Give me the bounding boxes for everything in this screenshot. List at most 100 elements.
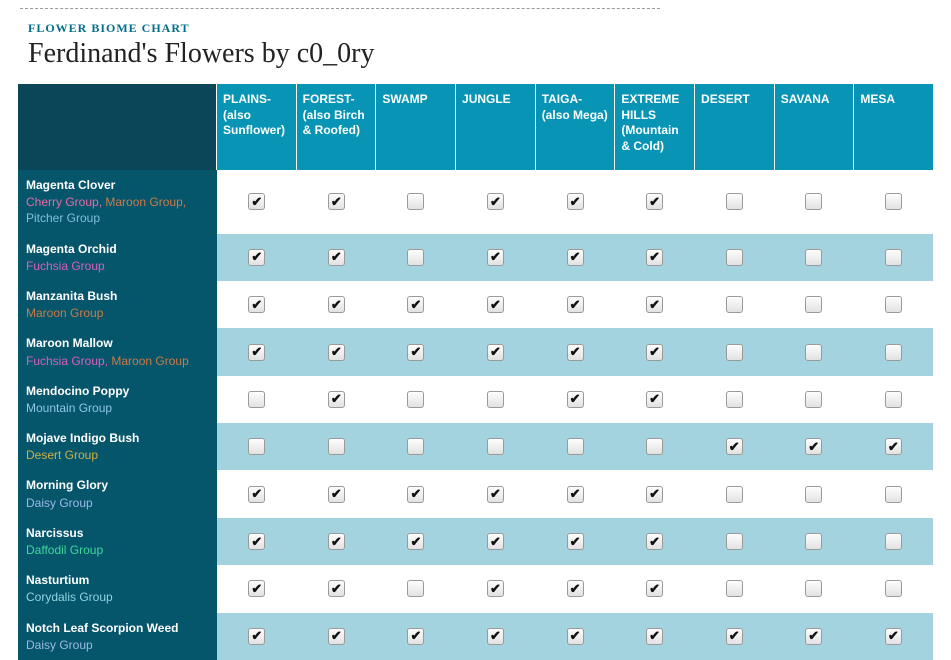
- checkbox-unchecked-icon[interactable]: [726, 533, 743, 550]
- checkbox-checked-icon[interactable]: ✔: [726, 438, 743, 455]
- checkbox-checked-icon[interactable]: ✔: [646, 296, 663, 313]
- checkbox-checked-icon[interactable]: ✔: [248, 533, 265, 550]
- checkbox-unchecked-icon[interactable]: [407, 438, 424, 455]
- checkbox-checked-icon[interactable]: ✔: [248, 249, 265, 266]
- checkbox-checked-icon[interactable]: ✔: [248, 344, 265, 361]
- checkbox-checked-icon[interactable]: ✔: [328, 533, 345, 550]
- checkbox-checked-icon[interactable]: ✔: [885, 628, 902, 645]
- checkbox-unchecked-icon[interactable]: [726, 344, 743, 361]
- checkbox-checked-icon[interactable]: ✔: [487, 344, 504, 361]
- checkbox-checked-icon[interactable]: ✔: [248, 628, 265, 645]
- checkbox-unchecked-icon[interactable]: [407, 391, 424, 408]
- checkbox-unchecked-icon[interactable]: [885, 296, 902, 313]
- checkbox-checked-icon[interactable]: ✔: [567, 486, 584, 503]
- checkbox-checked-icon[interactable]: ✔: [646, 193, 663, 210]
- checkbox-checked-icon[interactable]: ✔: [646, 391, 663, 408]
- checkbox-checked-icon[interactable]: ✔: [567, 580, 584, 597]
- checkbox-checked-icon[interactable]: ✔: [567, 296, 584, 313]
- checkbox-checked-icon[interactable]: ✔: [567, 533, 584, 550]
- flower-name: Maroon Mallow: [26, 335, 209, 351]
- checkbox-checked-icon[interactable]: ✔: [885, 438, 902, 455]
- checkbox-unchecked-icon[interactable]: [805, 296, 822, 313]
- checkbox-checked-icon[interactable]: ✔: [487, 580, 504, 597]
- checkbox-checked-icon[interactable]: ✔: [328, 391, 345, 408]
- cell: ✔: [297, 376, 377, 423]
- checkbox-checked-icon[interactable]: ✔: [328, 628, 345, 645]
- flower-name: Mojave Indigo Bush: [26, 430, 209, 446]
- checkbox-checked-icon[interactable]: ✔: [567, 628, 584, 645]
- checkbox-checked-icon[interactable]: ✔: [407, 486, 424, 503]
- checkbox-unchecked-icon[interactable]: [726, 391, 743, 408]
- checkbox-checked-icon[interactable]: ✔: [487, 486, 504, 503]
- checkbox-unchecked-icon[interactable]: [248, 391, 265, 408]
- checkbox-checked-icon[interactable]: ✔: [567, 344, 584, 361]
- checkbox-checked-icon[interactable]: ✔: [646, 344, 663, 361]
- checkbox-checked-icon[interactable]: ✔: [328, 296, 345, 313]
- checkbox-unchecked-icon[interactable]: [407, 580, 424, 597]
- checkbox-checked-icon[interactable]: ✔: [328, 193, 345, 210]
- checkbox-checked-icon[interactable]: ✔: [487, 533, 504, 550]
- checkbox-checked-icon[interactable]: ✔: [567, 391, 584, 408]
- checkbox-unchecked-icon[interactable]: [248, 438, 265, 455]
- checkbox-checked-icon[interactable]: ✔: [487, 296, 504, 313]
- checkbox-checked-icon[interactable]: ✔: [726, 628, 743, 645]
- checkbox-checked-icon[interactable]: ✔: [805, 628, 822, 645]
- checkbox-checked-icon[interactable]: ✔: [328, 249, 345, 266]
- checkbox-unchecked-icon[interactable]: [726, 249, 743, 266]
- checkbox-checked-icon[interactable]: ✔: [248, 296, 265, 313]
- checkbox-checked-icon[interactable]: ✔: [487, 249, 504, 266]
- checkbox-unchecked-icon[interactable]: [885, 533, 902, 550]
- checkbox-unchecked-icon[interactable]: [885, 249, 902, 266]
- checkbox-unchecked-icon[interactable]: [726, 193, 743, 210]
- checkbox-checked-icon[interactable]: ✔: [646, 580, 663, 597]
- checkbox-unchecked-icon[interactable]: [885, 193, 902, 210]
- checkbox-unchecked-icon[interactable]: [726, 580, 743, 597]
- checkbox-checked-icon[interactable]: ✔: [805, 438, 822, 455]
- checkbox-unchecked-icon[interactable]: [567, 438, 584, 455]
- checkbox-unchecked-icon[interactable]: [407, 249, 424, 266]
- checkbox-unchecked-icon[interactable]: [646, 438, 663, 455]
- checkbox-unchecked-icon[interactable]: [805, 344, 822, 361]
- checkbox-checked-icon[interactable]: ✔: [407, 296, 424, 313]
- checkbox-unchecked-icon[interactable]: [407, 193, 424, 210]
- checkbox-unchecked-icon[interactable]: [805, 391, 822, 408]
- checkbox-checked-icon[interactable]: ✔: [248, 193, 265, 210]
- corner-cell: [18, 84, 217, 170]
- checkbox-unchecked-icon[interactable]: [487, 391, 504, 408]
- checkbox-checked-icon[interactable]: ✔: [248, 486, 265, 503]
- checkbox-unchecked-icon[interactable]: [885, 486, 902, 503]
- checkbox-unchecked-icon[interactable]: [805, 486, 822, 503]
- checkbox-unchecked-icon[interactable]: [885, 344, 902, 361]
- checkbox-checked-icon[interactable]: ✔: [487, 628, 504, 645]
- checkbox-checked-icon[interactable]: ✔: [567, 193, 584, 210]
- checkbox-unchecked-icon[interactable]: [805, 193, 822, 210]
- checkbox-checked-icon[interactable]: ✔: [567, 249, 584, 266]
- table-row: Manzanita BushMaroon Group✔✔✔✔✔✔: [18, 281, 933, 328]
- cell: [854, 518, 934, 565]
- checkbox-unchecked-icon[interactable]: [805, 580, 822, 597]
- column-header: DESERT: [695, 84, 775, 170]
- checkbox-unchecked-icon[interactable]: [487, 438, 504, 455]
- checkbox-checked-icon[interactable]: ✔: [328, 344, 345, 361]
- cell: ✔: [615, 613, 695, 660]
- checkbox-unchecked-icon[interactable]: [885, 580, 902, 597]
- checkbox-checked-icon[interactable]: ✔: [487, 193, 504, 210]
- checkbox-unchecked-icon[interactable]: [805, 533, 822, 550]
- checkbox-checked-icon[interactable]: ✔: [646, 533, 663, 550]
- checkbox-checked-icon[interactable]: ✔: [407, 628, 424, 645]
- checkbox-checked-icon[interactable]: ✔: [328, 580, 345, 597]
- checkbox-unchecked-icon[interactable]: [726, 486, 743, 503]
- checkbox-unchecked-icon[interactable]: [726, 296, 743, 313]
- checkbox-checked-icon[interactable]: ✔: [646, 249, 663, 266]
- checkbox-unchecked-icon[interactable]: [328, 438, 345, 455]
- checkbox-checked-icon[interactable]: ✔: [407, 344, 424, 361]
- checkbox-checked-icon[interactable]: ✔: [328, 486, 345, 503]
- checkbox-unchecked-icon[interactable]: [805, 249, 822, 266]
- group-tag: Maroon Group: [105, 195, 182, 209]
- checkbox-checked-icon[interactable]: ✔: [646, 486, 663, 503]
- checkbox-checked-icon[interactable]: ✔: [248, 580, 265, 597]
- checkbox-unchecked-icon[interactable]: [885, 391, 902, 408]
- flower-groups: Fuchsia Group: [26, 258, 209, 274]
- checkbox-checked-icon[interactable]: ✔: [407, 533, 424, 550]
- checkbox-checked-icon[interactable]: ✔: [646, 628, 663, 645]
